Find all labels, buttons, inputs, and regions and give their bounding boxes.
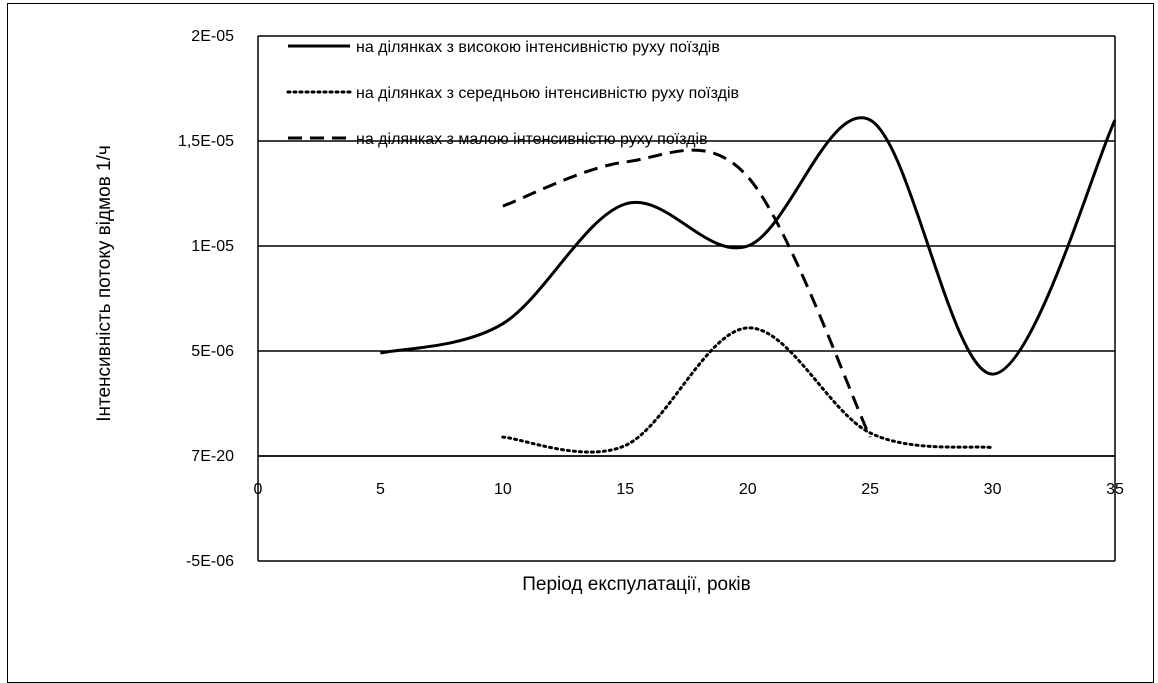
series-lines: [380, 116, 1117, 454]
y-axis-title: Інтенсивність потоку відмов 1/ч: [94, 145, 115, 422]
y-tick-label: 1E-05: [191, 238, 234, 255]
x-tick-label: 30: [984, 481, 1002, 498]
y-tick-label: 5E-06: [191, 343, 234, 360]
x-tick-label: 20: [739, 481, 757, 498]
x-tick-label: 25: [861, 481, 879, 498]
legend-label: на ділянках з малою інтенсивністю руху п…: [356, 131, 708, 148]
legend: на ділянках з високою інтенсивністю руху…: [286, 39, 739, 148]
x-tick-label: 0: [254, 481, 263, 498]
y-tick-label: -5E-06: [186, 553, 234, 570]
x-axis-title: Період експулатації, років: [522, 574, 750, 595]
series-line-dotted: [501, 326, 995, 454]
legend-label: на ділянках з високою інтенсивністю руху…: [356, 39, 720, 56]
y-tick-label: 1,5E-05: [178, 133, 234, 150]
series-line-solid: [380, 116, 1117, 376]
x-tick-label: 15: [616, 481, 634, 498]
legend-label: на ділянках з середньою інтенсивністю ру…: [356, 85, 739, 102]
tick-labels: -5E-06 7E-20 5E-06 1E-05 1,5E-05 2E-05 0 5 10 15 2…: [178, 28, 1124, 570]
y-tick-label: 2E-05: [191, 28, 234, 45]
series-line-dashed: [502, 148, 872, 438]
x-tick-label: 35: [1106, 481, 1124, 498]
y-tick-label: 7E-20: [191, 448, 234, 465]
x-tick-label: 5: [376, 481, 385, 498]
x-tick-label: 10: [494, 481, 512, 498]
